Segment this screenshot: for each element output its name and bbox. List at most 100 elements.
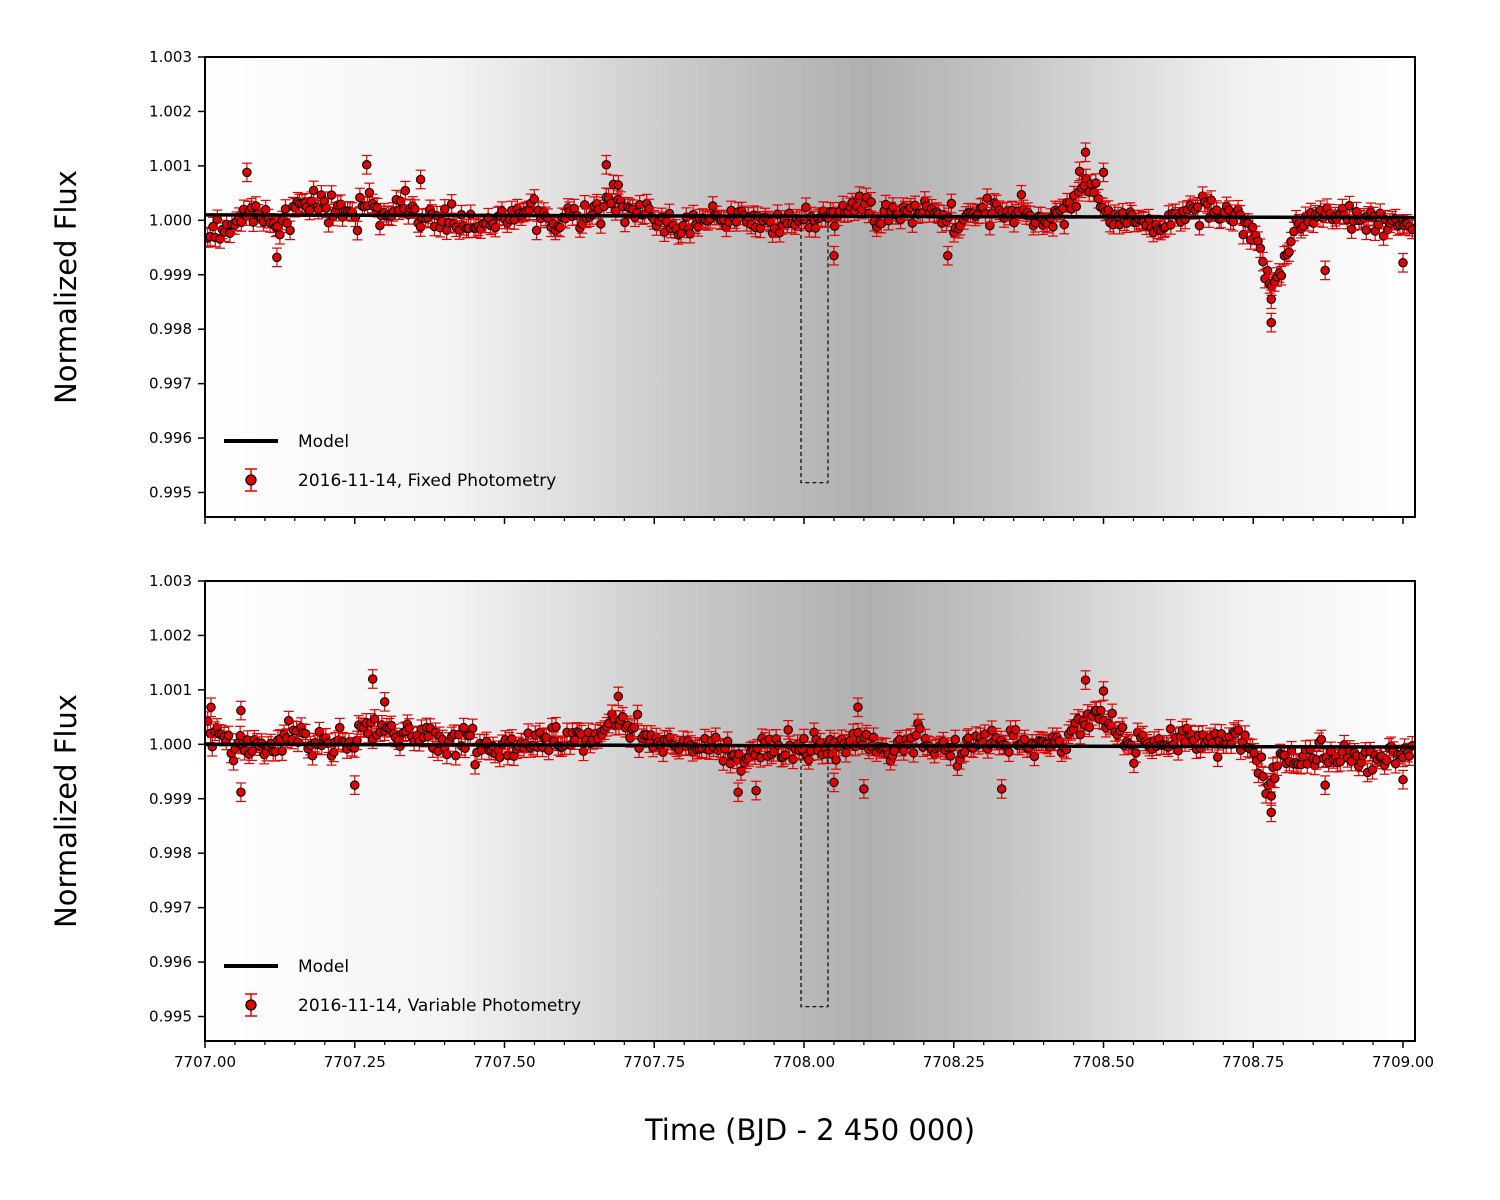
y-tick-label: 1.000 (149, 211, 192, 229)
y-tick-label: 0.996 (149, 429, 192, 447)
data-point (349, 775, 360, 795)
data-point (861, 724, 872, 745)
plot-frame (204, 56, 1416, 518)
data-point (1003, 742, 1014, 763)
data-point (1266, 289, 1277, 310)
y-tick-label: 0.998 (149, 844, 192, 862)
data-point (733, 782, 744, 803)
data-point (352, 220, 363, 241)
x-tick-label: 7708.00 (773, 1053, 835, 1071)
expected-transit-box (800, 743, 829, 1008)
data-point (285, 220, 296, 241)
data-point (1206, 190, 1217, 210)
data-point (613, 686, 624, 707)
data-point (1165, 719, 1176, 739)
data-point (619, 212, 630, 233)
x-tick-label: 7709.00 (1372, 1053, 1434, 1071)
data-point (1269, 768, 1280, 789)
x-tick-label: 7707.00 (174, 1053, 236, 1071)
legend-series-label: 2016-11-14, Variable Photometry (298, 996, 581, 1016)
y-tick-label: 1.000 (149, 735, 192, 753)
legend-errorbar-marker (245, 993, 257, 1017)
data-point (235, 782, 246, 803)
data-point (1080, 670, 1091, 690)
y-tick-label: 1.001 (149, 157, 192, 175)
data-point (866, 192, 877, 212)
data-point (205, 697, 216, 718)
data-point (369, 709, 380, 729)
data-point (1398, 769, 1409, 790)
data-point (1302, 754, 1313, 774)
data-point (446, 194, 457, 214)
data-point (751, 780, 762, 801)
data-point (280, 199, 291, 219)
y-tick-label: 1.001 (149, 681, 192, 699)
data-point (1276, 265, 1287, 286)
y-axis-label: Normalized Flux (49, 694, 83, 928)
y-tick-label: 0.995 (149, 484, 192, 502)
legend-errorbar-marker (245, 468, 257, 492)
y-tick-label: 0.998 (149, 320, 192, 338)
model-line (205, 213, 1415, 220)
y-tick-label: 1.002 (149, 626, 192, 644)
y-tick-label: 0.999 (149, 790, 192, 808)
data-point (632, 704, 643, 725)
x-tick-label: 7707.50 (473, 1053, 535, 1071)
data-point (828, 772, 839, 793)
data-point (367, 669, 378, 689)
y-tick-label: 0.997 (149, 375, 192, 393)
data-point (1375, 203, 1386, 224)
data-point (852, 697, 863, 718)
data-point (400, 180, 411, 201)
data-point (1098, 681, 1109, 701)
y-tick-label: 0.997 (149, 899, 192, 917)
data-point (710, 727, 721, 748)
top-light-curve-panel: 0.995 0.996 0.997 0.998 0.999 1.000 1.001 1.002… (49, 48, 1416, 524)
data-point (1407, 219, 1415, 240)
y-tick-label: 1.003 (149, 572, 192, 590)
data-point (1398, 252, 1409, 273)
data-point (1344, 195, 1355, 216)
data-point (595, 214, 606, 234)
data-point (326, 185, 337, 205)
data-point (274, 224, 285, 245)
data-point (1090, 173, 1101, 193)
legend-model-label: Model (298, 432, 349, 452)
data-point (271, 247, 282, 268)
data-point (235, 700, 246, 721)
data-point (1098, 162, 1109, 183)
data-point (996, 779, 1007, 799)
data-point (858, 779, 869, 799)
data-point (467, 718, 478, 739)
data-point (379, 691, 390, 712)
x-tick-label: 7707.75 (623, 1053, 685, 1071)
data-point (415, 169, 426, 190)
data-point (1361, 220, 1372, 241)
data-point (1016, 184, 1027, 205)
data-point (601, 154, 612, 175)
data-point (634, 194, 645, 215)
x-tick-label: 7708.75 (1222, 1053, 1284, 1071)
x-axis-label: Time (BJD - 2 450 000) (644, 1113, 975, 1147)
y-tick-label: 0.999 (149, 266, 192, 284)
y-tick-label: 0.996 (149, 953, 192, 971)
data-point (1266, 312, 1277, 333)
data-point (828, 245, 839, 266)
y-tick-label: 1.003 (149, 48, 192, 66)
y-tick-label: 1.002 (149, 102, 192, 120)
expected-transit-box (800, 219, 829, 484)
data-point (783, 720, 794, 740)
legend-series-label: 2016-11-14, Fixed Photometry (298, 471, 556, 491)
data-point (1266, 786, 1277, 806)
data-point (523, 723, 534, 743)
bottom-light-curve-panel: 0.995 0.996 0.997 0.998 0.999 1.000 1.001 1.002… (49, 572, 1434, 1071)
y-tick-label: 0.995 (149, 1008, 192, 1026)
x-tick-label: 7708.25 (923, 1053, 985, 1071)
data-point (361, 154, 372, 175)
data-point (1074, 161, 1085, 182)
plot-frame (204, 580, 1416, 1042)
data-point (1367, 759, 1378, 780)
y-axis-label: Normalized Flux (49, 170, 83, 404)
data-point (1080, 142, 1091, 163)
